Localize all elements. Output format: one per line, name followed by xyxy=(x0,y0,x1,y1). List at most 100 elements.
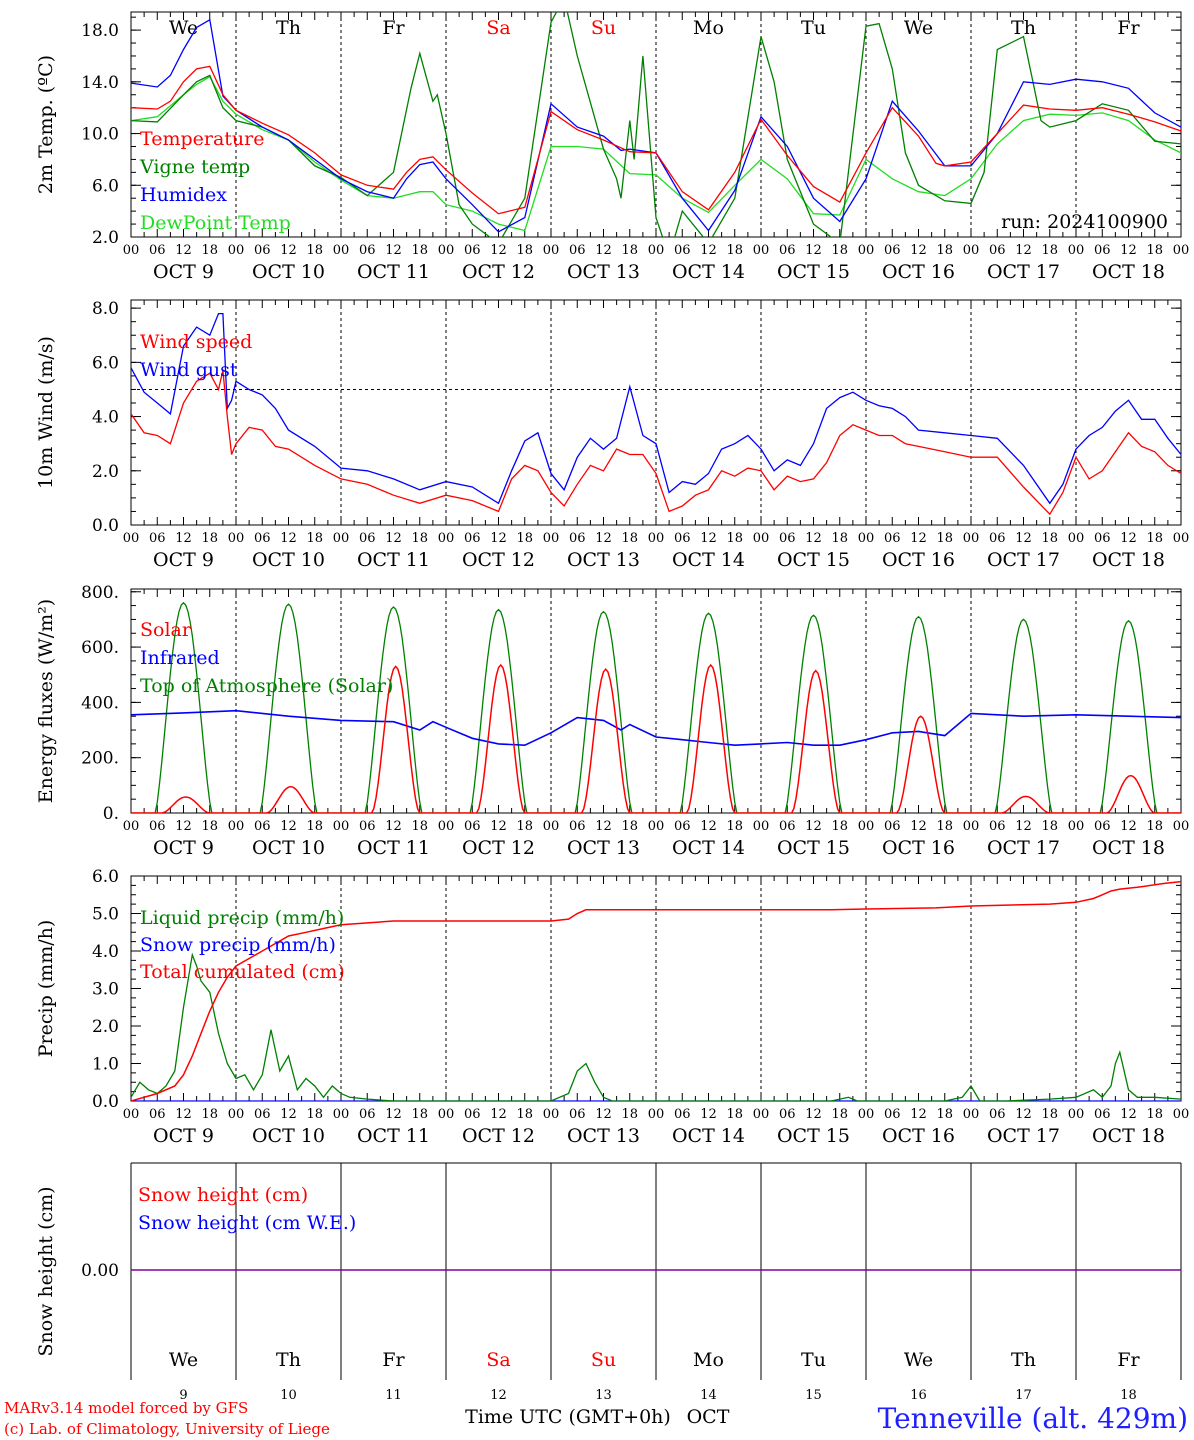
hour-tick-label: 18 xyxy=(411,243,428,258)
date-label: OCT 18 xyxy=(1092,837,1165,859)
hour-tick-label: 00 xyxy=(1173,819,1190,834)
hour-tick-label: 06 xyxy=(464,243,481,258)
hour-tick-label: 12 xyxy=(490,243,507,258)
hour-tick-label: 00 xyxy=(123,819,140,834)
date-label: OCT 10 xyxy=(252,549,325,571)
legend-entry: DewPoint Temp xyxy=(140,212,291,234)
legend-entry: Snow height (cm) xyxy=(138,1184,308,1206)
date-label: OCT 12 xyxy=(462,549,535,571)
series-line xyxy=(131,312,1181,505)
weekday-label: Mo xyxy=(693,1349,724,1371)
y-tick-label: 0.0 xyxy=(92,1092,119,1112)
weekday-label: We xyxy=(904,1349,933,1371)
series-line xyxy=(131,880,1181,1101)
hour-tick-label: 18 xyxy=(726,531,743,546)
hour-tick-label: 18 xyxy=(411,819,428,834)
hour-tick-label: 12 xyxy=(490,1107,507,1122)
y-tick-label: 200. xyxy=(81,749,119,769)
hour-tick-label: 12 xyxy=(490,819,507,834)
hour-tick-label: 18 xyxy=(936,1107,953,1122)
date-label: OCT 17 xyxy=(987,261,1060,283)
hour-tick-label: 00 xyxy=(123,531,140,546)
hour-tick-label: 18 xyxy=(306,819,323,834)
hour-tick-label: 06 xyxy=(149,243,166,258)
hour-tick-label: 18 xyxy=(201,1107,218,1122)
hour-tick-label: 06 xyxy=(359,243,376,258)
hour-tick-label: 18 xyxy=(411,1107,428,1122)
hour-tick-label: 00 xyxy=(753,243,770,258)
hour-tick-label: 00 xyxy=(858,819,875,834)
hour-tick-label: 12 xyxy=(1015,1107,1032,1122)
hour-tick-label: 12 xyxy=(700,243,717,258)
hour-tick-label: 00 xyxy=(648,243,665,258)
hour-tick-label: 00 xyxy=(1173,1107,1190,1122)
plot-frame xyxy=(130,588,1182,814)
weekday-label: Mo xyxy=(693,17,724,39)
date-label: OCT 9 xyxy=(153,1125,214,1147)
precip-panel: 0.0 1.0 2.0 3.0 4.0 5.0 6.0 Precip (mm/h) Liquid… xyxy=(35,867,1189,1147)
hour-tick-label: 00 xyxy=(1068,819,1085,834)
series-line xyxy=(131,12,1181,237)
hour-tick-label: 18 xyxy=(1041,1107,1058,1122)
hour-tick-label: 12 xyxy=(910,819,927,834)
hour-tick-label: 12 xyxy=(805,531,822,546)
hour-tick-label: 06 xyxy=(674,819,691,834)
hour-tick-label: 00 xyxy=(333,1107,350,1122)
hour-tick-label: 06 xyxy=(884,819,901,834)
hour-tick-label: 00 xyxy=(543,819,560,834)
day-number-label: 17 xyxy=(1015,1388,1032,1403)
y-tick-label: 400. xyxy=(81,693,119,713)
hour-tick-label: 18 xyxy=(306,1107,323,1122)
hour-tick-label: 12 xyxy=(595,531,612,546)
y-tick-label: 0.00 xyxy=(81,1261,119,1281)
y-axis-label: Energy fluxes (W/m²) xyxy=(35,599,57,803)
hour-tick-label: 12 xyxy=(1015,819,1032,834)
legend-entry: Humidex xyxy=(140,184,227,206)
legend-entry: Top of Atmosphere (Solar) xyxy=(140,675,393,697)
hour-tick-label: 00 xyxy=(753,531,770,546)
hour-tick-label: 18 xyxy=(201,819,218,834)
hour-tick-label: 06 xyxy=(674,1107,691,1122)
date-label: OCT 9 xyxy=(153,837,214,859)
hour-tick-label: 00 xyxy=(1068,531,1085,546)
hour-tick-label: 12 xyxy=(175,819,192,834)
hour-tick-label: 18 xyxy=(1146,531,1163,546)
weekday-label: Th xyxy=(276,17,301,39)
date-label: OCT 18 xyxy=(1092,549,1165,571)
hour-tick-label: 00 xyxy=(753,819,770,834)
date-label: OCT 15 xyxy=(777,837,850,859)
hour-tick-label: 18 xyxy=(621,819,638,834)
hour-tick-label: 12 xyxy=(910,243,927,258)
hour-tick-label: 18 xyxy=(726,1107,743,1122)
date-label: OCT 18 xyxy=(1092,1125,1165,1147)
legend-entry: Temperature xyxy=(140,128,264,150)
y-tick-label: 0.0 xyxy=(92,516,119,536)
weekday-label: Fr xyxy=(1117,17,1140,39)
hour-tick-label: 18 xyxy=(201,531,218,546)
legend-entry: Liquid precip (mm/h) xyxy=(140,907,344,929)
energy-panel: 0. 200. 400. 600. 800. Energy fluxes (W/m²) So… xyxy=(35,583,1189,859)
temperature-panel: 2.0 6.0 10.0 14.0 18.0 2m Temp. (ºC) We Th Fr Sa S… xyxy=(35,11,1189,283)
hour-tick-label: 00 xyxy=(648,531,665,546)
hour-tick-label: 18 xyxy=(726,819,743,834)
hour-tick-label: 00 xyxy=(1068,1107,1085,1122)
weekday-label: Su xyxy=(591,1349,616,1371)
hour-tick-label: 18 xyxy=(1041,819,1058,834)
day-number-label: 18 xyxy=(1120,1388,1137,1403)
y-tick-label: 14.0 xyxy=(81,73,119,93)
y-tick-label: 18.0 xyxy=(81,21,119,41)
hour-tick-label: 18 xyxy=(831,243,848,258)
hour-tick-label: 18 xyxy=(831,531,848,546)
date-label: OCT 13 xyxy=(567,261,640,283)
plot-frame xyxy=(130,11,1182,238)
y-tick-label: 1.0 xyxy=(92,1055,119,1075)
hour-tick-label: 06 xyxy=(884,243,901,258)
month-label: OCT xyxy=(687,1406,730,1428)
legend-entry: Wind speed xyxy=(140,331,252,353)
hour-tick-label: 00 xyxy=(543,243,560,258)
hour-tick-label: 12 xyxy=(1120,243,1137,258)
hour-tick-label: 00 xyxy=(228,1107,245,1122)
hour-tick-label: 12 xyxy=(595,243,612,258)
hour-tick-label: 12 xyxy=(385,819,402,834)
y-tick-label: 8.0 xyxy=(92,299,119,319)
